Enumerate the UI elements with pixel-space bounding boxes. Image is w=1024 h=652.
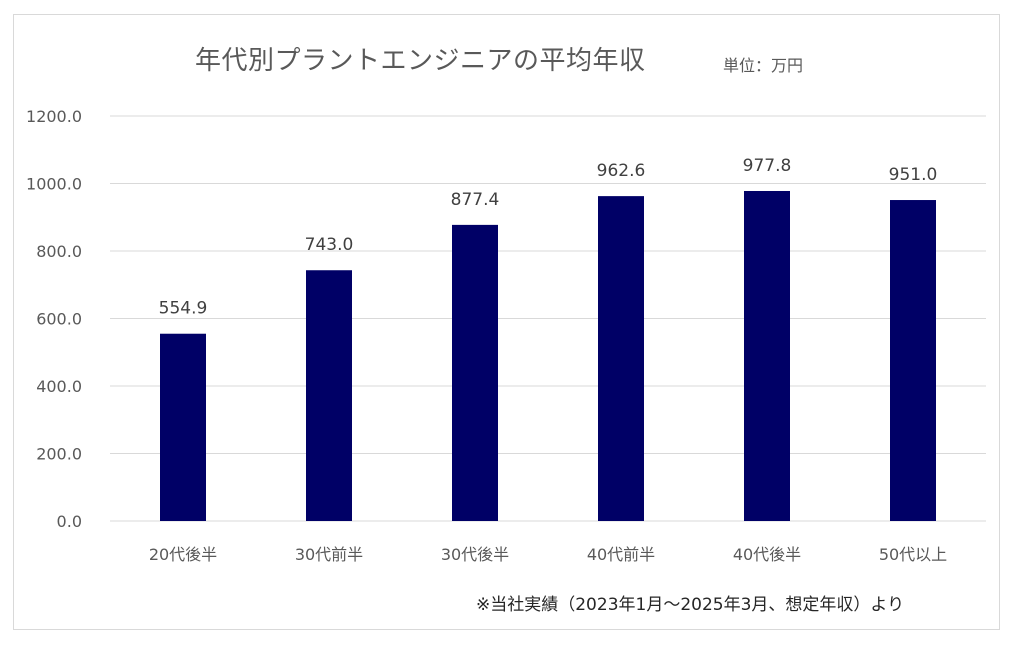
- data-label: 743.0: [305, 235, 354, 255]
- source-note: ※当社実績（2023年1月～2025年3月、想定年収）より: [476, 595, 905, 615]
- data-label: 977.8: [743, 156, 792, 176]
- y-tick-label: 800.0: [36, 242, 82, 261]
- data-label: 554.9: [159, 299, 208, 319]
- x-tick-label: 20代後半: [149, 545, 217, 564]
- bar: [452, 224, 498, 521]
- bar: [890, 200, 936, 521]
- bar: [160, 333, 206, 521]
- y-tick-label: 1000.0: [26, 175, 82, 194]
- chart-title: 年代別プラントエンジニアの平均年収: [195, 46, 646, 76]
- y-tick-label: 400.0: [36, 377, 82, 396]
- x-tick-label: 50代以上: [879, 545, 947, 564]
- bar: [598, 196, 644, 521]
- y-tick-label: 200.0: [36, 445, 82, 464]
- x-tick-label: 30代後半: [441, 545, 509, 564]
- y-tick-label: 1200.0: [26, 107, 82, 126]
- x-tick-label: 40代前半: [587, 545, 655, 564]
- data-label: 962.6: [597, 161, 646, 181]
- data-label: 877.4: [451, 190, 500, 210]
- unit-label: 単位：万円: [723, 56, 804, 75]
- bar: [306, 270, 352, 521]
- y-tick-label: 600.0: [36, 310, 82, 329]
- x-tick-label: 30代前半: [295, 545, 363, 564]
- bar: [744, 190, 790, 521]
- data-label: 951.0: [889, 165, 938, 185]
- y-tick-label: 0.0: [57, 512, 82, 531]
- chart-frame: [13, 14, 1000, 630]
- x-tick-label: 40代後半: [733, 545, 801, 564]
